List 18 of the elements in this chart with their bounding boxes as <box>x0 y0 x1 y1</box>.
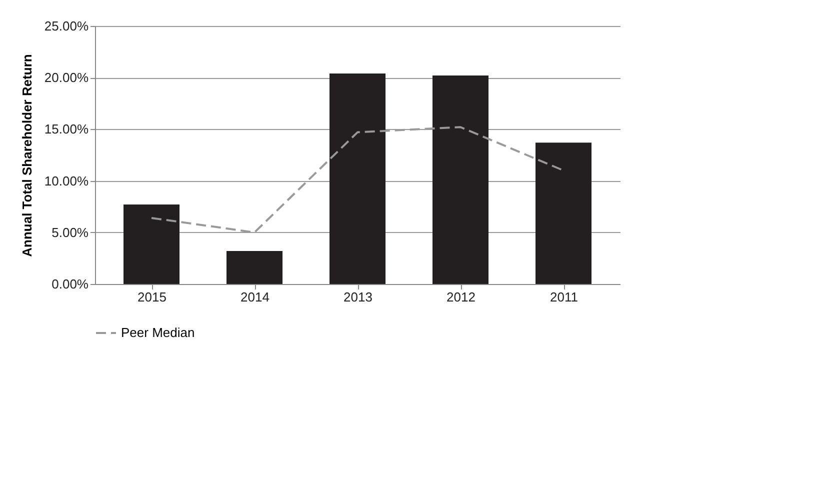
legend-label: Peer Median <box>121 325 195 340</box>
x-tick-label: 2012 <box>446 290 476 304</box>
x-tick-label: 2014 <box>240 290 270 304</box>
x-tick-label: 2015 <box>138 290 166 304</box>
y-tick-label: 10.00% <box>44 173 89 188</box>
y-tick-label: 25.00% <box>44 18 89 34</box>
bar <box>432 76 488 284</box>
y-axis-title: Annual Total Shareholder Return <box>19 54 34 257</box>
bar <box>124 204 180 284</box>
bar <box>330 73 386 284</box>
bar <box>536 142 592 284</box>
y-tick-label: 15.00% <box>44 122 89 137</box>
y-tick-label: 0.00% <box>52 276 89 292</box>
y-tick-label: 5.00% <box>52 224 89 240</box>
y-tick-label: 20.00% <box>44 70 89 86</box>
x-tick-label: 2011 <box>550 290 578 304</box>
bar <box>226 250 282 284</box>
x-tick-label: 2013 <box>344 290 372 304</box>
